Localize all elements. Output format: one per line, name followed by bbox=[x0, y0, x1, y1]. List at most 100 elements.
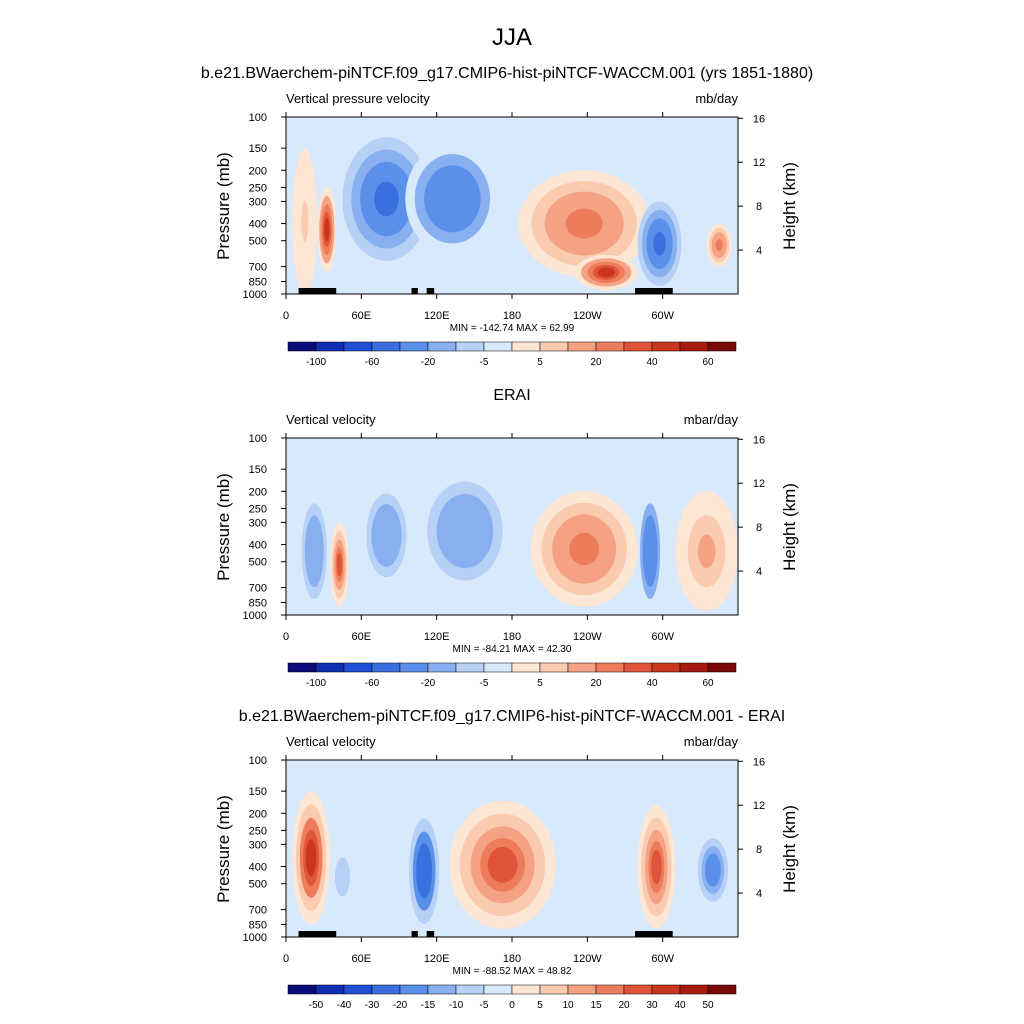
colorbar-swatch bbox=[455, 341, 485, 352]
colorbar-swatch bbox=[623, 662, 653, 673]
y-tick-label: 100 bbox=[249, 755, 267, 767]
colorbar-tick-label: 5 bbox=[537, 357, 543, 368]
colorbar-swatch bbox=[679, 341, 709, 352]
y-tick-label: 850 bbox=[249, 920, 267, 932]
colorbar-swatch bbox=[399, 662, 429, 673]
colorbar-swatch bbox=[651, 984, 681, 995]
y-tick-label: 200 bbox=[249, 808, 267, 820]
x-tick-label: 0 bbox=[283, 631, 289, 643]
colorbar-tick-label: -20 bbox=[393, 1000, 408, 1011]
x-tick-label: 120W bbox=[573, 310, 602, 322]
y-tick-label: 200 bbox=[249, 486, 267, 498]
colorbar-tick-label: -20 bbox=[421, 357, 436, 368]
colorbar-swatch bbox=[399, 984, 429, 995]
y2-tick-label: 4 bbox=[756, 888, 762, 900]
y-tick-label: 850 bbox=[249, 598, 267, 610]
colorbar-tick-label: -60 bbox=[365, 357, 380, 368]
y-tick-label: 500 bbox=[249, 236, 267, 248]
x-tick-label: 60E bbox=[352, 953, 372, 965]
colorbar-tick-label: 20 bbox=[590, 678, 602, 689]
positive-contour bbox=[597, 267, 615, 278]
colorbar-swatch bbox=[707, 341, 737, 352]
x-tick-label: 0 bbox=[283, 953, 289, 965]
colorbar-swatch bbox=[539, 662, 569, 673]
colorbar-tick-label: -15 bbox=[421, 1000, 436, 1011]
y-tick-label: 150 bbox=[249, 786, 267, 798]
x-tick-label: 0 bbox=[283, 310, 289, 322]
colorbar-swatch bbox=[343, 341, 373, 352]
figure-title: JJA bbox=[492, 24, 532, 51]
colorbar-tick-label: 40 bbox=[646, 678, 658, 689]
colorbar-swatch bbox=[707, 662, 737, 673]
colorbar-tick-label: 0 bbox=[509, 1000, 515, 1011]
topography-mask bbox=[426, 931, 435, 937]
colorbar-tick-label: 50 bbox=[702, 1000, 714, 1011]
y-tick-label: 250 bbox=[249, 503, 267, 515]
x-tick-label: 60W bbox=[651, 631, 674, 643]
colorbar-swatch bbox=[567, 662, 597, 673]
colorbar-swatch bbox=[427, 341, 457, 352]
colorbar-tick-label: -10 bbox=[449, 1000, 464, 1011]
colorbar-swatch bbox=[595, 341, 625, 352]
panel-title: b.e21.BWaerchem-piNTCF.f09_g17.CMIP6-his… bbox=[239, 708, 786, 725]
y2-tick-label: 16 bbox=[753, 434, 765, 446]
topography-mask bbox=[411, 931, 418, 937]
negative-contour bbox=[379, 520, 394, 550]
y2-tick-label: 4 bbox=[756, 245, 762, 257]
y-tick-label: 850 bbox=[249, 277, 267, 289]
y2-tick-label: 8 bbox=[756, 844, 762, 856]
field-background bbox=[286, 438, 738, 615]
y-tick-label: 500 bbox=[249, 557, 267, 569]
colorbar-swatch bbox=[511, 662, 541, 673]
colorbar-tick-label: 20 bbox=[590, 357, 602, 368]
contour-plot-area: 0 60E 120E 180 120W 60W 100 150 200 250 300 400 500 7… bbox=[243, 433, 765, 643]
panel-title: ERAI bbox=[493, 387, 530, 404]
negative-contour bbox=[439, 183, 466, 215]
colorbar-swatch bbox=[483, 341, 513, 352]
x-tick-label: 120E bbox=[424, 310, 450, 322]
positive-contour bbox=[651, 849, 662, 885]
colorbar-swatch bbox=[567, 984, 597, 995]
x-tick-label: 120W bbox=[573, 631, 602, 643]
x-tick-label: 60E bbox=[352, 631, 372, 643]
x-tick-label: 120E bbox=[424, 953, 450, 965]
colorbar-swatch bbox=[595, 662, 625, 673]
y2-tick-label: 12 bbox=[753, 478, 765, 490]
colorbar: -50 -40 -30 -20 -15 -10 -5 0 5 10 15 20 30 40 50 bbox=[287, 984, 737, 1011]
panel-left-label: Vertical velocity bbox=[286, 412, 376, 427]
colorbar-swatch bbox=[315, 984, 345, 995]
panel-difference: b.e21.BWaerchem-piNTCF.f09_g17.CMIP6-his… bbox=[214, 708, 799, 1011]
x-tick-label: 120E bbox=[424, 631, 450, 643]
contour-field bbox=[286, 117, 738, 294]
colorbar-tick-label: 40 bbox=[646, 357, 658, 368]
y2-tick-label: 12 bbox=[753, 157, 765, 169]
colorbar-tick-label: 60 bbox=[702, 357, 714, 368]
y2-axis-label: Height (km) bbox=[780, 483, 799, 571]
x-tick-label: 60W bbox=[651, 310, 674, 322]
contour-plot-area: 0 60E 120E 180 120W 60W 100 150 200 250 300 400 500 7… bbox=[243, 755, 765, 965]
min-max-readout: MIN = -142.74 MAX = 62.99 bbox=[450, 323, 575, 334]
x-tick-label: 180 bbox=[503, 953, 521, 965]
y-tick-label: 300 bbox=[249, 517, 267, 529]
y-tick-label: 100 bbox=[249, 112, 267, 124]
positive-contour bbox=[565, 208, 603, 239]
colorbar-tick-label: -60 bbox=[365, 678, 380, 689]
colorbar-swatch bbox=[483, 662, 513, 673]
x-tick-label: 180 bbox=[503, 310, 521, 322]
colorbar-swatch bbox=[399, 341, 429, 352]
colorbar-swatch bbox=[539, 341, 569, 352]
negative-contour bbox=[451, 513, 479, 549]
y2-tick-label: 8 bbox=[756, 201, 762, 213]
colorbar-tick-label: -30 bbox=[365, 1000, 380, 1011]
positive-contour bbox=[305, 839, 317, 877]
y-tick-label: 700 bbox=[249, 583, 267, 595]
y2-tick-label: 4 bbox=[756, 566, 762, 578]
y-tick-label: 400 bbox=[249, 862, 267, 874]
negative-contour bbox=[374, 181, 399, 217]
negative-contour bbox=[653, 231, 666, 256]
colorbar-swatch bbox=[287, 662, 317, 673]
y-tick-label: 250 bbox=[249, 182, 267, 194]
y-tick-label: 700 bbox=[249, 262, 267, 274]
topography-mask bbox=[635, 931, 673, 937]
x-tick-label: 180 bbox=[503, 631, 521, 643]
